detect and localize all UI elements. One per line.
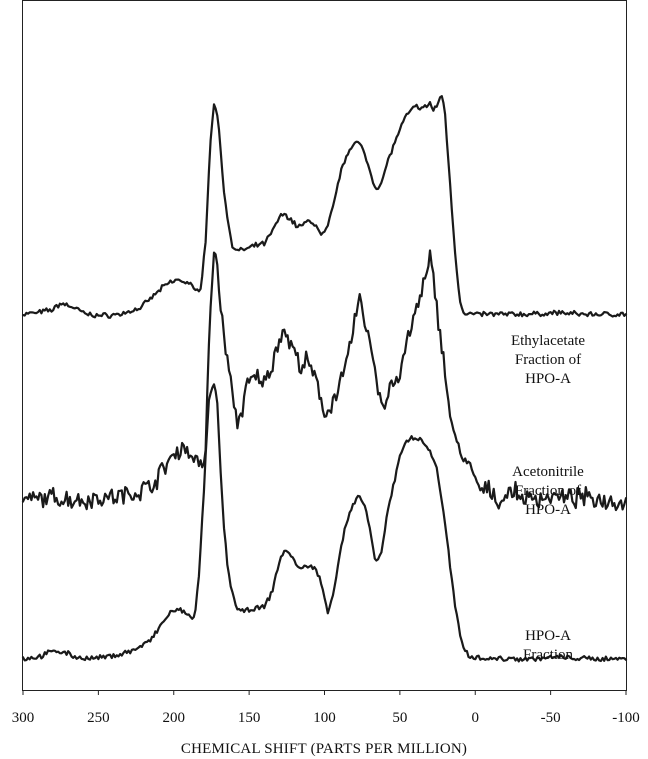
x-tick-label: 100: [313, 710, 336, 726]
x-tick-label: 50: [392, 710, 407, 726]
x-axis-title: CHEMICAL SHIFT (PARTS PER MILLION): [181, 741, 467, 757]
x-tick-label: -100: [612, 710, 640, 726]
trace-label-1: Ethylacetate Fraction of HPO-A: [511, 333, 585, 387]
trace-label-line: Acetonitrile: [512, 464, 584, 480]
trace-label-3: HPO-A Fraction: [523, 628, 573, 663]
trace-label-2: Acetonitrile Fraction of HPO-A: [512, 464, 584, 518]
trace-label-line: HPO-A: [525, 371, 571, 387]
trace-label-line: Ethylacetate: [511, 333, 585, 349]
spectrum-traces: [21, 94, 628, 663]
x-tick-label: 300: [12, 710, 35, 726]
trace-label-line: Fraction of: [515, 352, 581, 368]
x-tick-label: 0: [472, 710, 480, 726]
x-tick-label: 200: [163, 710, 186, 726]
x-tick-label: 150: [238, 710, 261, 726]
trace-label-line: Fraction of: [515, 483, 581, 499]
x-tick-label: -50: [541, 710, 561, 726]
spectrum-trace-2: [21, 249, 628, 512]
trace-labels: Ethylacetate Fraction of HPO-AAcetonitrile…: [511, 333, 585, 663]
trace-label-line: HPO-A: [525, 502, 571, 518]
trace-label-line: Fraction: [523, 647, 573, 663]
trace-label-line: HPO-A: [525, 628, 571, 644]
x-axis-ticks: 300 250 200 150 100 50 0 -50 -100: [12, 690, 640, 726]
spectrum-trace-1: [21, 94, 628, 319]
spectrum-trace-3: [21, 383, 628, 663]
x-tick-label: 250: [87, 710, 110, 726]
